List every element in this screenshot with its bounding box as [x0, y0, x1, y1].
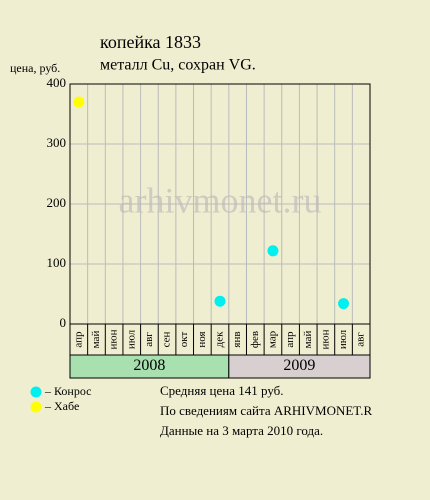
- x-tick-label: авг: [355, 332, 367, 347]
- note: Данные на 3 марта 2010 года.: [160, 423, 323, 438]
- x-tick-label: фев: [249, 331, 261, 348]
- y-tick-label: 0: [60, 315, 67, 330]
- y-axis-label: цена, руб.: [10, 61, 60, 75]
- x-tick-label: апр: [284, 331, 296, 348]
- watermark: arhivmonet.ru: [119, 180, 322, 220]
- year-label: 2009: [283, 357, 315, 374]
- point: [73, 96, 85, 108]
- note: Средняя цена 141 руб.: [160, 383, 284, 398]
- legend-name: Конрос: [54, 384, 91, 398]
- legend-marker: [30, 401, 42, 413]
- x-tick-label: май: [90, 331, 102, 349]
- x-tick-label: июн: [108, 329, 120, 349]
- legend-name: Хабе: [54, 399, 79, 413]
- plot-border: [69, 83, 371, 356]
- x-tick-label: мар: [266, 330, 278, 348]
- y-tick-label: 300: [47, 135, 67, 150]
- x-tick-label: ноя: [196, 331, 208, 347]
- note: По сведениям сайта ARHIVMONET.R: [160, 403, 373, 418]
- legend-label: – Конрос: [44, 384, 91, 398]
- chart-subtitle: металл Cu, сохран VG.: [100, 57, 256, 74]
- x-tick-label: май: [302, 331, 314, 349]
- point: [267, 245, 279, 257]
- point: [214, 295, 226, 307]
- x-tick-label: июл: [125, 329, 137, 349]
- x-tick-label: сен: [161, 331, 173, 347]
- x-tick-label: окт: [178, 332, 190, 348]
- x-tick-label: апр: [72, 331, 84, 348]
- point: [338, 298, 350, 310]
- x-tick-label: июл: [337, 329, 349, 349]
- legend-label: – Хабе: [44, 399, 79, 413]
- y-tick-label: 400: [47, 75, 67, 90]
- year-label: 2008: [133, 357, 165, 374]
- x-tick-label: янв: [231, 331, 243, 347]
- chart-title: копейка 1833: [100, 32, 201, 52]
- x-tick-label: июн: [319, 329, 331, 349]
- x-tick-label: дек: [214, 331, 226, 347]
- x-tick-label: авг: [143, 332, 155, 347]
- y-tick-label: 100: [47, 255, 67, 270]
- y-tick-label: 200: [47, 195, 67, 210]
- legend-marker: [30, 386, 42, 398]
